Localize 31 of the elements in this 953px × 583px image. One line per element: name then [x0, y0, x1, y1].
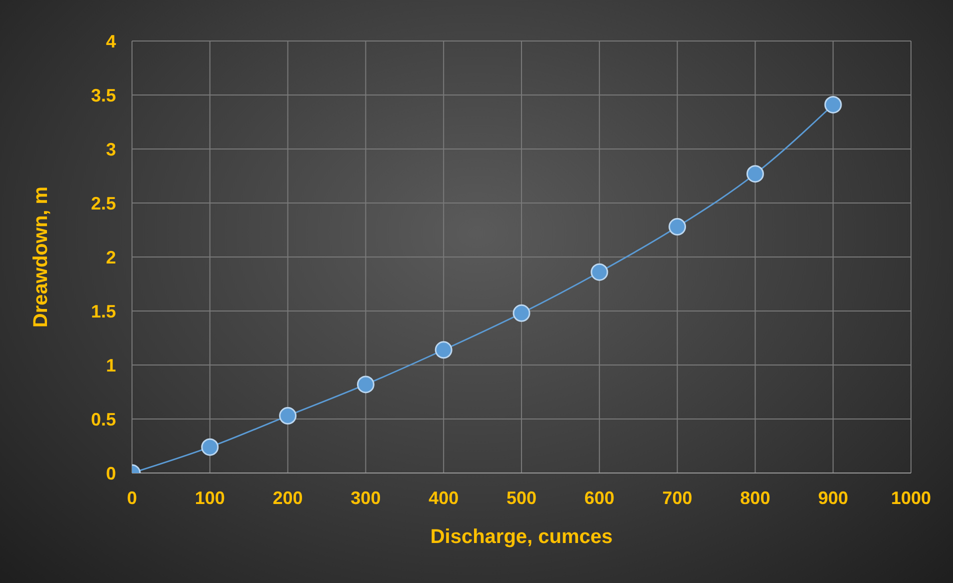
y-tick-label: 4	[106, 31, 116, 52]
y-tick-label: 2.5	[90, 193, 116, 214]
point	[746, 165, 764, 183]
point	[512, 304, 530, 322]
point	[824, 96, 842, 114]
x-tick-label: 400	[428, 488, 459, 508]
point	[356, 376, 374, 394]
point	[201, 438, 219, 456]
y-tick-label: 1.5	[90, 301, 116, 322]
x-tick-label: 100	[194, 488, 225, 508]
x-tick-label: 800	[740, 488, 770, 508]
x-tick-label: 600	[584, 488, 614, 508]
point	[590, 263, 608, 281]
y-tick-label: 3	[106, 139, 116, 160]
x-axis-title: Discharge, cumces	[430, 526, 613, 548]
y-axis-title: Dreawdown, m	[30, 186, 52, 328]
point	[279, 407, 297, 425]
x-tick-label: 0	[126, 488, 138, 508]
x-tick-label: 500	[506, 488, 537, 508]
x-tick-label: 200	[272, 488, 303, 508]
y-tick-label: 0.5	[90, 409, 116, 430]
y-tick-label: 2	[106, 247, 116, 268]
point	[434, 341, 452, 359]
y-tick-label: 0	[106, 463, 116, 484]
x-tick-label: 300	[350, 488, 381, 508]
point	[668, 218, 686, 236]
x-tick-label: 700	[662, 488, 692, 508]
x-tick-label: 900	[818, 488, 848, 508]
y-tick-label: 3.5	[90, 85, 116, 106]
x-tick-label: 1000	[890, 488, 932, 508]
y-tick-label: 1	[106, 355, 116, 376]
